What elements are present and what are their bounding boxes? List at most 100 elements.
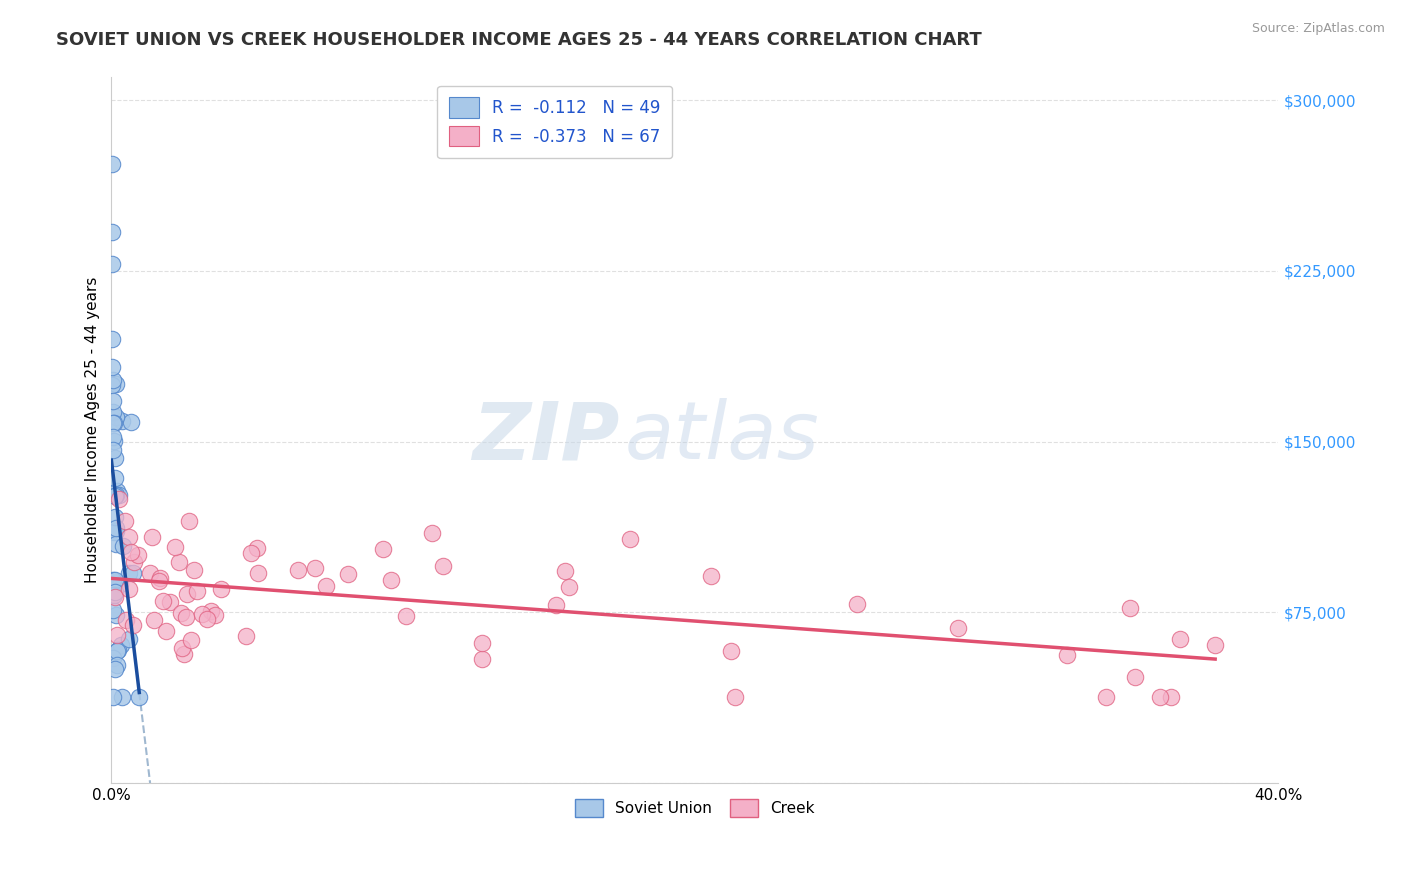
- Point: [101, 690, 124, 704]
- Point: [1123, 670, 1146, 684]
- Point: [724, 690, 747, 704]
- Point: [1149, 690, 1171, 704]
- Point: [114, 514, 136, 528]
- Point: [191, 607, 214, 622]
- Point: [1204, 638, 1226, 652]
- Point: [105, 524, 128, 539]
- Point: [103, 416, 125, 430]
- Point: [141, 530, 163, 544]
- Point: [200, 604, 222, 618]
- Point: [240, 546, 263, 560]
- Point: [104, 450, 127, 465]
- Point: [122, 566, 145, 581]
- Point: [546, 598, 568, 612]
- Point: [120, 545, 142, 559]
- Point: [700, 569, 723, 583]
- Point: [246, 541, 269, 555]
- Point: [101, 332, 124, 346]
- Text: SOVIET UNION VS CREEK HOUSEHOLDER INCOME AGES 25 - 44 YEARS CORRELATION CHART: SOVIET UNION VS CREEK HOUSEHOLDER INCOME…: [56, 31, 981, 49]
- Point: [380, 574, 402, 588]
- Point: [104, 489, 127, 503]
- Point: [371, 541, 394, 556]
- Point: [148, 574, 170, 588]
- Point: [108, 576, 131, 591]
- Point: [112, 539, 135, 553]
- Point: [186, 584, 208, 599]
- Point: [946, 621, 969, 635]
- Point: [1160, 690, 1182, 704]
- Point: [149, 571, 172, 585]
- Point: [1168, 632, 1191, 647]
- Point: [159, 594, 181, 608]
- Point: [101, 574, 124, 588]
- Point: [142, 614, 165, 628]
- Point: [101, 417, 124, 431]
- Point: [176, 587, 198, 601]
- Point: [127, 548, 149, 562]
- Point: [101, 430, 124, 444]
- Point: [120, 415, 142, 429]
- Point: [103, 434, 125, 448]
- Point: [195, 612, 218, 626]
- Point: [108, 491, 131, 506]
- Point: [180, 633, 202, 648]
- Point: [104, 591, 127, 605]
- Point: [471, 636, 494, 650]
- Point: [287, 563, 309, 577]
- Point: [558, 580, 581, 594]
- Point: [101, 225, 124, 239]
- Text: Source: ZipAtlas.com: Source: ZipAtlas.com: [1251, 22, 1385, 36]
- Legend: Soviet Union, Creek: Soviet Union, Creek: [568, 791, 823, 825]
- Point: [167, 555, 190, 569]
- Point: [118, 632, 141, 646]
- Text: atlas: atlas: [624, 399, 820, 476]
- Point: [1095, 690, 1118, 704]
- Y-axis label: Householder Income Ages 25 - 44 years: Householder Income Ages 25 - 44 years: [86, 277, 100, 583]
- Point: [111, 414, 134, 428]
- Point: [432, 559, 454, 574]
- Point: [619, 533, 641, 547]
- Point: [139, 566, 162, 581]
- Point: [165, 540, 187, 554]
- Point: [174, 610, 197, 624]
- Point: [105, 488, 128, 502]
- Point: [105, 484, 128, 499]
- Point: [170, 641, 193, 656]
- Point: [104, 376, 127, 391]
- Point: [103, 584, 125, 599]
- Point: [104, 574, 127, 588]
- Point: [104, 662, 127, 676]
- Point: [420, 525, 443, 540]
- Point: [246, 566, 269, 581]
- Point: [100, 157, 122, 171]
- Point: [103, 443, 125, 458]
- Point: [204, 607, 226, 622]
- Point: [105, 410, 128, 425]
- Point: [118, 566, 141, 581]
- Point: [1119, 601, 1142, 615]
- Point: [101, 377, 124, 392]
- Point: [104, 471, 127, 485]
- Point: [122, 618, 145, 632]
- Point: [103, 525, 125, 540]
- Point: [101, 359, 124, 374]
- Point: [337, 567, 360, 582]
- Point: [155, 624, 177, 638]
- Point: [107, 642, 129, 657]
- Point: [105, 520, 128, 534]
- Text: ZIP: ZIP: [472, 399, 619, 476]
- Point: [114, 613, 136, 627]
- Point: [110, 638, 132, 652]
- Point: [169, 606, 191, 620]
- Point: [117, 530, 139, 544]
- Point: [209, 582, 232, 597]
- Point: [101, 257, 124, 271]
- Point: [108, 488, 131, 502]
- Point: [105, 537, 128, 551]
- Point: [395, 609, 418, 624]
- Point: [104, 510, 127, 524]
- Point: [177, 514, 200, 528]
- Point: [118, 582, 141, 597]
- Point: [105, 627, 128, 641]
- Point: [105, 644, 128, 658]
